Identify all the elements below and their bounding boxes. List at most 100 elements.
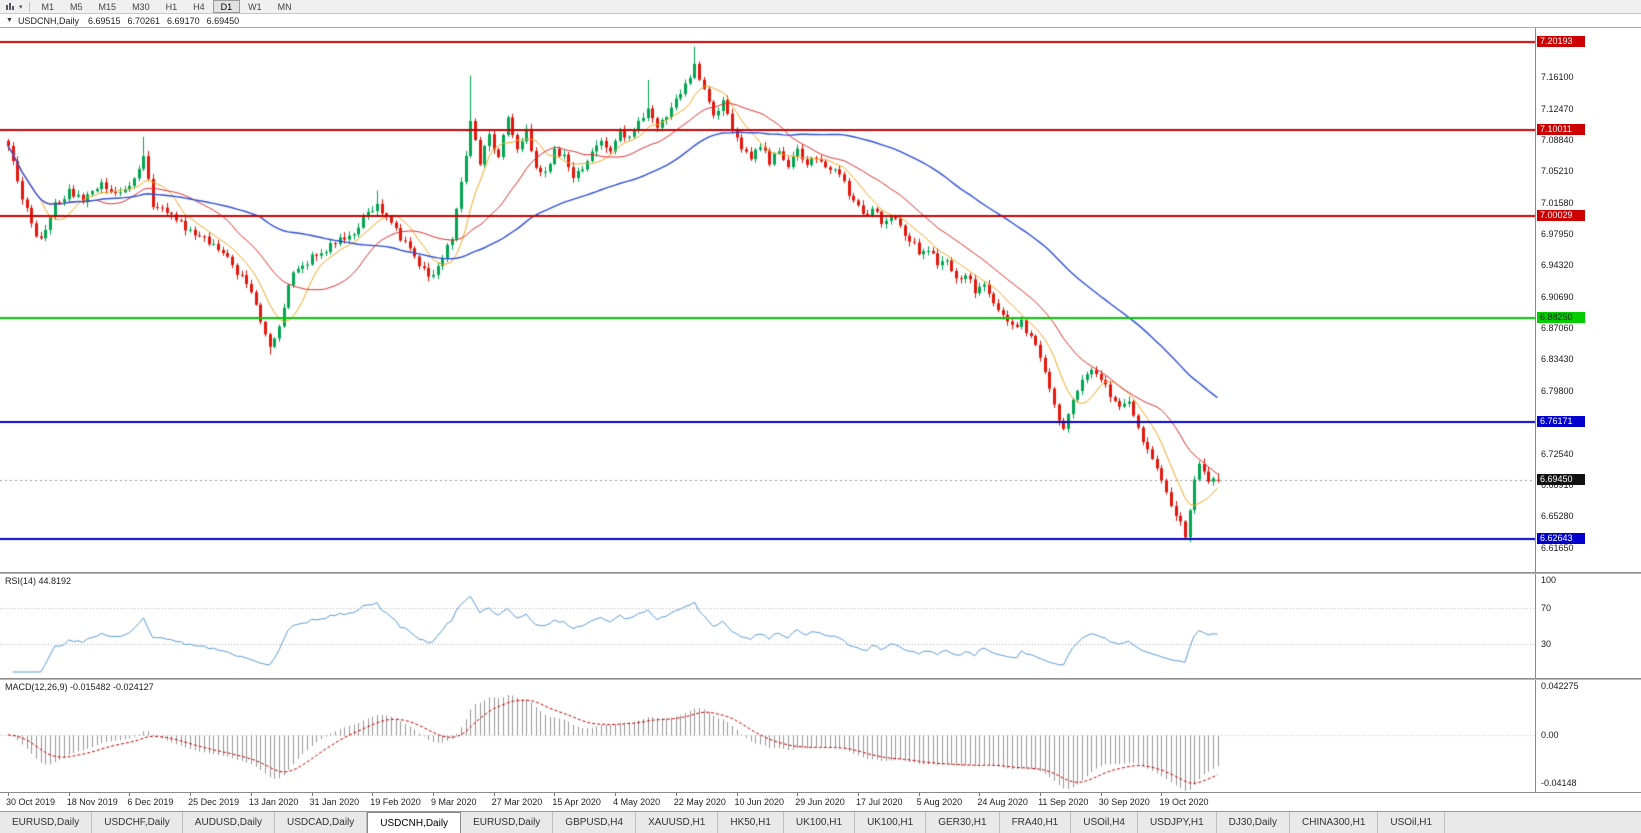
time-axis-label: 18 Nov 2019 bbox=[66, 797, 118, 807]
time-axis-label: 17 Jul 2020 bbox=[855, 797, 903, 807]
chart-tab-eurusd-daily[interactable]: EURUSD,Daily bbox=[461, 812, 554, 833]
chart-tab-usdcnh-daily[interactable]: USDCNH,Daily bbox=[367, 812, 462, 833]
rsi-axis: 100 70 30 bbox=[1535, 574, 1641, 678]
pane-divider-rsi[interactable] bbox=[0, 572, 1641, 574]
time-axis-label: 15 Apr 2020 bbox=[552, 797, 601, 807]
time-axis-label: 9 Mar 2020 bbox=[430, 797, 477, 807]
time-axis-label: 22 May 2020 bbox=[673, 797, 726, 807]
toolbar-dropdown-caret-icon[interactable]: ▾ bbox=[19, 3, 23, 11]
time-axis-label: 11 Sep 2020 bbox=[1038, 797, 1089, 807]
timeframe-button-mn[interactable]: MN bbox=[277, 2, 292, 12]
ohlc-open: 6.69515 bbox=[87, 15, 121, 26]
time-axis-label: 29 Jun 2020 bbox=[795, 797, 845, 807]
chart-tab-hk50-h1[interactable]: HK50,H1 bbox=[718, 812, 784, 833]
chart-tab-usdcad-daily[interactable]: USDCAD,Daily bbox=[275, 812, 368, 833]
price-axis-label: 6.83430 bbox=[1541, 354, 1574, 365]
time-axis[interactable]: 30 Oct 2019 18 Nov 2019 6 Dec 2019 25 Dec 2… bbox=[0, 792, 1641, 811]
price-chart-pane: 7.16100 7.12470 7.08840 7.05210 7.01580 6.979… bbox=[0, 28, 1641, 572]
timeframe-button-m1[interactable]: M1 bbox=[41, 2, 55, 12]
chart-tab-usoil-h4[interactable]: USOil,H4 bbox=[1071, 812, 1138, 833]
time-axis-label: 4 May 2020 bbox=[613, 797, 661, 807]
price-axis-label: 6.72540 bbox=[1541, 448, 1574, 459]
chart-tab-usoil-h1[interactable]: USOil,H1 bbox=[1378, 812, 1446, 833]
time-axis-label: 25 Dec 2019 bbox=[188, 797, 240, 807]
timeframe-button-m15[interactable]: M15 bbox=[98, 2, 117, 12]
time-axis-tick bbox=[68, 793, 70, 796]
time-axis-tick bbox=[1100, 793, 1102, 796]
current-price-tag: 6.69450 bbox=[1537, 474, 1585, 486]
timeframe-button-h4[interactable]: H4 bbox=[193, 2, 205, 12]
rsi-axis-label: 30 bbox=[1541, 639, 1552, 650]
timeframe-button-m5[interactable]: M5 bbox=[70, 2, 83, 12]
time-axis-tick bbox=[918, 793, 920, 796]
price-axis-label: 6.65280 bbox=[1541, 511, 1574, 522]
price-axis-label: 7.05210 bbox=[1541, 166, 1574, 177]
chart-tab-usdjpy-h1[interactable]: USDJPY,H1 bbox=[1137, 812, 1217, 833]
collapse-chart-icon[interactable]: ▼ bbox=[6, 17, 13, 24]
time-axis-tick bbox=[129, 793, 131, 796]
chart-tab-dj30-daily[interactable]: DJ30,Daily bbox=[1216, 812, 1291, 833]
chart-tab-xauusd-h1[interactable]: XAUUSD,H1 bbox=[636, 812, 719, 833]
macd-indicator-label: MACD(12,26,9) -0.015482 -0.024127 bbox=[5, 682, 154, 692]
time-axis-label: 19 Oct 2020 bbox=[1159, 797, 1209, 807]
time-axis-tick bbox=[311, 793, 313, 796]
time-axis-tick bbox=[615, 793, 617, 796]
chart-tab-audusd-daily[interactable]: AUDUSD,Daily bbox=[182, 812, 276, 833]
macd-axis-label: 0.042275 bbox=[1541, 681, 1579, 691]
time-axis-tick bbox=[857, 793, 859, 796]
chart-tab-fra40-h1[interactable]: FRA40,H1 bbox=[999, 812, 1072, 833]
time-axis-label: 5 Aug 2020 bbox=[916, 797, 963, 807]
time-axis-tick bbox=[554, 793, 556, 796]
price-axis-label: 6.94320 bbox=[1541, 260, 1574, 271]
rsi-canvas[interactable] bbox=[0, 574, 1535, 678]
price-axis[interactable]: 7.16100 7.12470 7.08840 7.05210 7.01580 6.979… bbox=[1535, 28, 1641, 572]
chart-title-strip: ▼ USDCNH,Daily 6.69515 6.70261 6.69170 6… bbox=[0, 14, 1641, 28]
time-axis-label: 10 Jun 2020 bbox=[734, 797, 785, 807]
time-axis-label: 19 Feb 2020 bbox=[370, 797, 421, 807]
price-axis-label: 7.08840 bbox=[1541, 135, 1574, 145]
ohlc-low: 6.69170 bbox=[167, 15, 200, 26]
chart-tab-bar: EURUSD,Daily USDCHF,Daily AUDUSD,Daily USDC… bbox=[0, 811, 1641, 833]
timeframe-button-h1[interactable]: H1 bbox=[165, 2, 178, 12]
chart-tab-ger30-h1[interactable]: GER30,H1 bbox=[926, 812, 1000, 833]
time-axis-tick bbox=[797, 793, 799, 796]
chart-tab-eurusd-daily[interactable]: EURUSD,Daily bbox=[0, 812, 93, 833]
level-price-tag: 7.10011 bbox=[1537, 123, 1585, 135]
timeframe-button-w1[interactable]: W1 bbox=[248, 2, 262, 12]
time-axis-label: 27 Mar 2020 bbox=[491, 797, 543, 807]
chart-tab-gbpusd-h4[interactable]: GBPUSD,H4 bbox=[553, 812, 637, 833]
macd-canvas[interactable] bbox=[0, 680, 1535, 792]
price-axis-label: 6.97950 bbox=[1541, 229, 1574, 240]
price-axis-label: 7.01580 bbox=[1541, 197, 1574, 208]
ohlc-high: 6.70261 bbox=[127, 15, 161, 26]
chart-tab-uk100-h1[interactable]: UK100,H1 bbox=[783, 812, 856, 833]
timeframe-toolbar: ▾ M1 M5 M15 M30 H1 H4 D1 W1 MN bbox=[0, 0, 1641, 14]
chart-tab-uk100-h1[interactable]: UK100,H1 bbox=[855, 812, 927, 833]
time-axis-label: 30 Sep 2020 bbox=[1098, 797, 1150, 807]
time-axis-tick bbox=[190, 793, 192, 796]
chart-tab-china300-h1[interactable]: CHINA300,H1 bbox=[1290, 812, 1379, 833]
price-axis-label: 6.90690 bbox=[1541, 291, 1574, 302]
price-axis-label: 7.16100 bbox=[1541, 72, 1574, 83]
macd-axis-label: 0.00 bbox=[1541, 729, 1559, 740]
chart-tab-usdchf-daily[interactable]: USDCHF,Daily bbox=[92, 812, 183, 833]
macd-axis: 0.042275 0.00 -0.04148 bbox=[1535, 680, 1641, 792]
rsi-indicator-label: RSI(14) 44.8192 bbox=[5, 576, 72, 586]
time-axis-tick bbox=[979, 793, 981, 796]
time-axis-label: 24 Aug 2020 bbox=[977, 797, 1028, 807]
price-axis-label: 7.12470 bbox=[1541, 103, 1574, 114]
time-axis-label: 6 Dec 2019 bbox=[127, 797, 174, 807]
chart-mode-icon[interactable] bbox=[3, 1, 17, 13]
time-axis-tick bbox=[493, 793, 495, 796]
time-axis-tick bbox=[432, 793, 434, 796]
time-axis-tick bbox=[8, 793, 9, 796]
chart-symbol-title: USDCNH,Daily bbox=[17, 15, 79, 26]
level-price-tag: 6.88250 bbox=[1537, 311, 1585, 323]
pane-divider-macd[interactable] bbox=[0, 678, 1641, 680]
time-axis-tick bbox=[372, 793, 374, 796]
price-axis-label: 6.79800 bbox=[1541, 385, 1574, 396]
timeframe-button-d1[interactable]: D1 bbox=[212, 0, 241, 13]
price-chart-canvas[interactable] bbox=[0, 28, 1535, 572]
level-price-tag: 7.20193 bbox=[1537, 35, 1585, 47]
timeframe-button-m30[interactable]: M30 bbox=[132, 2, 150, 12]
